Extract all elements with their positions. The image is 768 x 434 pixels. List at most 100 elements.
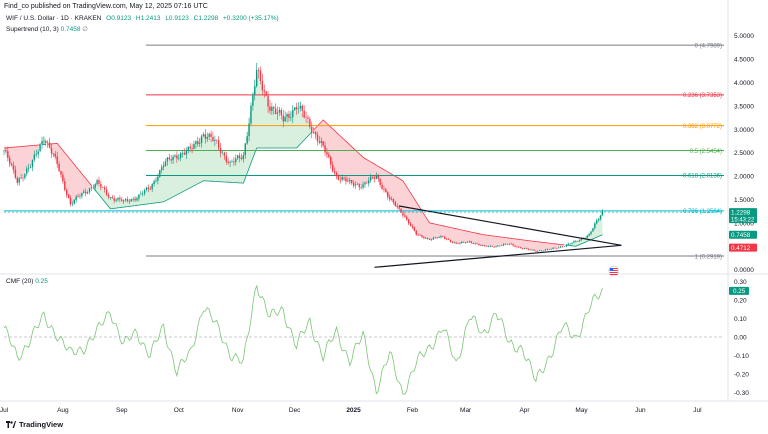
candle-body (292, 110, 294, 118)
candle-body (29, 167, 32, 168)
candle-body (476, 243, 478, 245)
candle-body (24, 173, 26, 179)
candle-body (236, 155, 239, 159)
candle-body (301, 105, 303, 111)
candle-body (360, 187, 362, 188)
candle-body (141, 193, 144, 195)
candle-body (381, 185, 383, 189)
candle-body (417, 234, 419, 236)
time-axis-tick: Jul (693, 407, 702, 414)
candle-body (311, 126, 313, 133)
candle-body (159, 170, 161, 177)
candle-body (474, 243, 476, 245)
time-axis-tick: Oct (174, 407, 184, 414)
supertrend-line (3, 144, 41, 149)
cmf-label: CMF (20) (6, 278, 34, 285)
candle-body (195, 141, 197, 144)
candle-body (115, 199, 117, 201)
candle-body (3, 150, 5, 151)
candle-body (328, 154, 330, 157)
us-flag-stripe (609, 272, 618, 273)
candle-body (86, 192, 89, 194)
candle-body (457, 243, 459, 244)
candle-body (77, 196, 79, 198)
candle-body (88, 188, 91, 193)
candle-body (383, 188, 385, 190)
candle-body (333, 171, 336, 173)
candle-body (480, 245, 482, 246)
candle-body (347, 180, 349, 182)
candle-body (202, 134, 205, 137)
candle-body (356, 184, 359, 185)
candle-body (149, 189, 151, 190)
candle-body (235, 158, 237, 163)
fib-level-label: 0 (4.7989) (695, 43, 722, 49)
candle-body (219, 147, 222, 153)
candle-body (373, 177, 376, 179)
candle-body (147, 187, 150, 190)
price-axis-label: 0.4712 (731, 245, 751, 252)
candle-body (550, 248, 552, 250)
candle-body (394, 202, 397, 207)
candle-body (52, 153, 55, 155)
candle-body (157, 176, 159, 181)
candle-body (504, 243, 507, 245)
candle-body (312, 131, 315, 133)
candle-body (542, 250, 545, 252)
candle-body (554, 247, 556, 249)
high-value: H1.2413 (135, 15, 161, 22)
time-axis-tick: Jun (635, 407, 646, 414)
trendline (399, 205, 622, 246)
candle-body (364, 182, 366, 185)
candle-body (46, 142, 49, 144)
candle-body (206, 137, 208, 139)
candle-body (83, 191, 85, 193)
cmf-axis-tick: 0.20 (734, 298, 747, 305)
candle-body (284, 116, 286, 122)
candle-body (267, 95, 269, 107)
cmf-last-value: 0.25 (733, 288, 746, 295)
ohlc-legend: WIF / U.S. Dollar · 1D · KRAKEN O0.9123 … (6, 15, 282, 22)
candle-body (216, 139, 218, 141)
candle-body (22, 177, 24, 179)
candle-body (84, 191, 87, 194)
candle-body (326, 152, 328, 155)
candle-body (413, 227, 416, 231)
candle-body (501, 245, 503, 246)
candle-body (198, 142, 201, 144)
candle-body (282, 115, 284, 122)
candle-body (461, 241, 463, 244)
candle-body (244, 143, 246, 156)
low-value: L0.9123 (165, 15, 189, 22)
candle-body (491, 246, 493, 247)
candle-body (174, 155, 176, 157)
candle-body (487, 246, 490, 247)
candle-body (409, 223, 412, 226)
candle-body (109, 197, 112, 198)
candle-body (535, 250, 537, 252)
candle-body (60, 171, 62, 175)
symbol-title[interactable]: WIF / U.S. Dollar · 1D · KRAKEN (6, 15, 102, 22)
candle-body (421, 235, 423, 237)
time-axis-tick: Apr (519, 407, 530, 414)
candle-body (309, 118, 311, 127)
candle-body (523, 248, 526, 249)
candle-body (122, 200, 125, 202)
supertrend-legend[interactable]: Supertrend (10, 3) 0.7458 ∅ (6, 25, 88, 33)
candle-body (278, 110, 281, 113)
candle-body (119, 197, 121, 200)
candle-body (26, 168, 28, 174)
candle-body (208, 133, 210, 138)
candle-body (160, 167, 163, 171)
candle-body (451, 241, 454, 243)
cmf-legend[interactable]: CMF (20) 0.25 (6, 278, 48, 285)
candle-body (240, 157, 243, 160)
candle-body (400, 208, 402, 213)
candle-body (246, 136, 248, 144)
tradingview-logo[interactable]: TradingView (6, 420, 63, 429)
candle-body (259, 70, 262, 82)
candle-body (185, 150, 188, 155)
candle-body (65, 189, 68, 195)
candle-body (453, 242, 455, 244)
